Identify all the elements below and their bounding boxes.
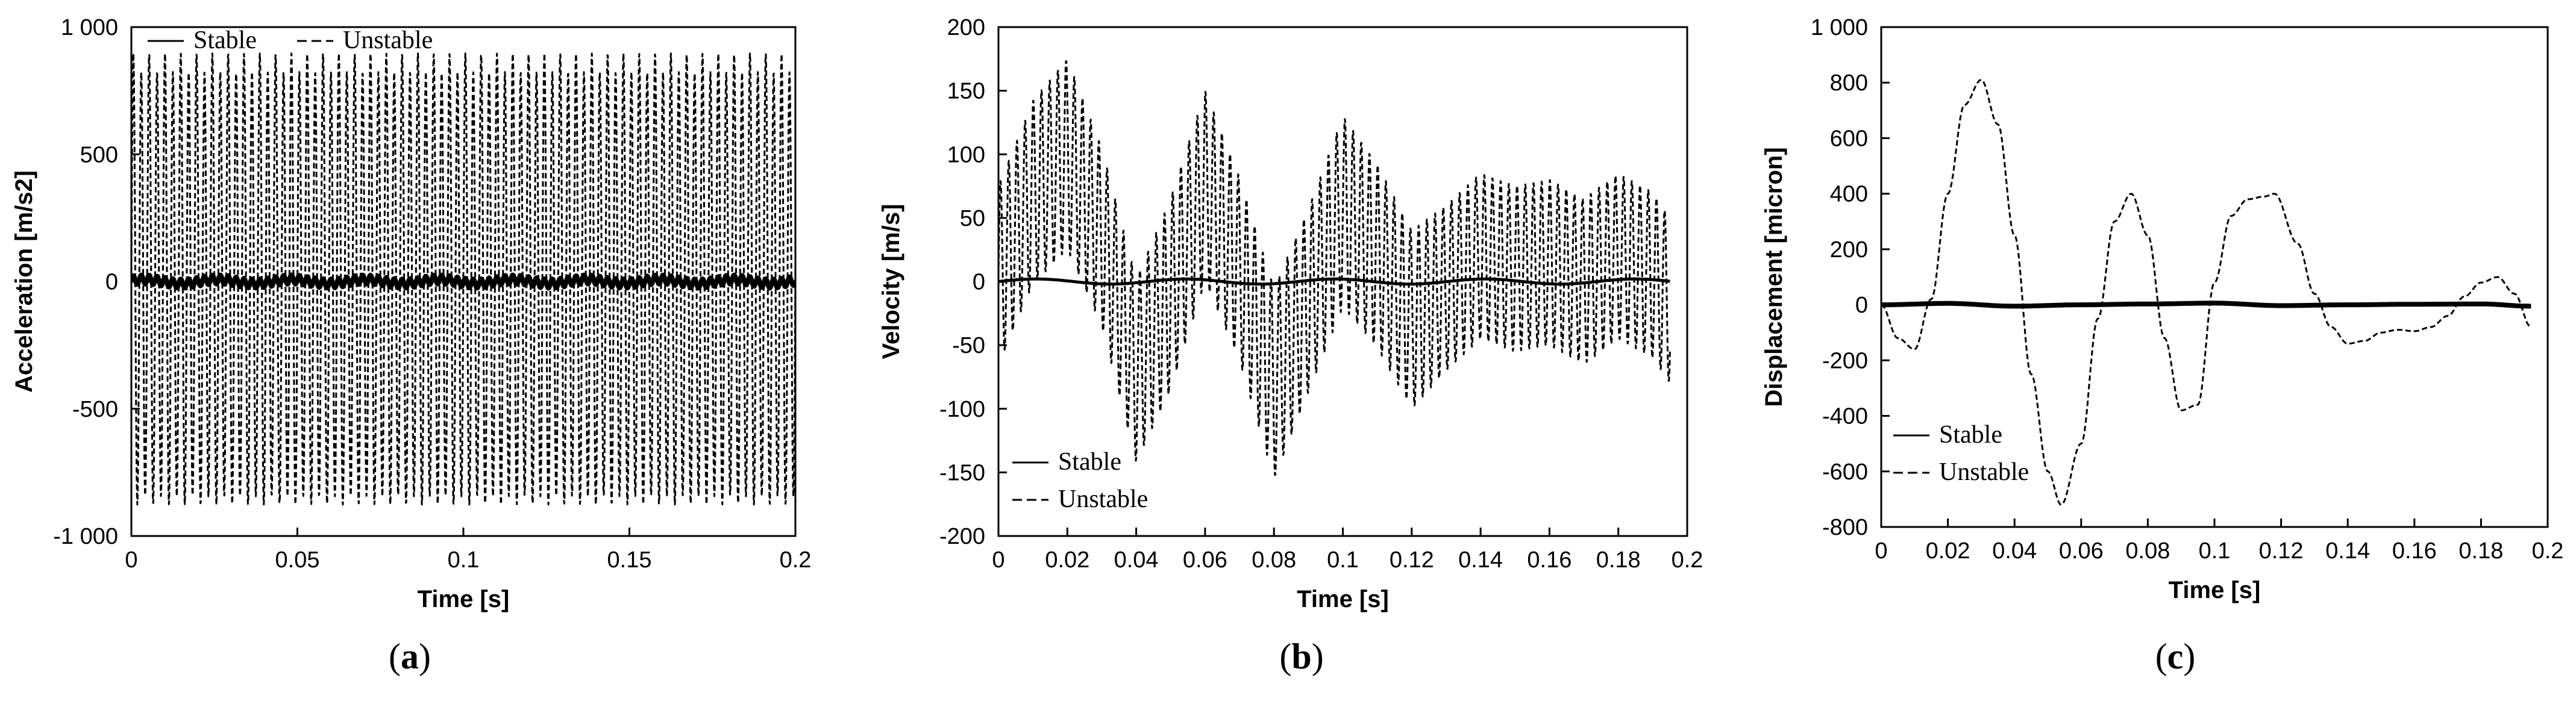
x-tick-label: 0.2 [2532, 538, 2564, 564]
legend: Stable Unstable [1893, 421, 2029, 486]
y-axis-label: Acceleration [m/s2] [11, 170, 37, 393]
legend-label-unstable: Unstable [1939, 458, 2029, 486]
series-line-unstable [998, 60, 1671, 476]
caption-close: ) [2183, 637, 2195, 676]
x-tick-label: 0.12 [1390, 547, 1434, 573]
plot-area [1881, 79, 2531, 506]
y-tick-label: -400 [1822, 404, 1868, 429]
y-tick-label: 1 000 [1811, 15, 1868, 40]
y-tick-label: 1 000 [61, 15, 118, 40]
x-tick-label: 0.15 [607, 547, 652, 573]
x-tick-label: 0.1 [1327, 547, 1359, 573]
caption-letter: b [1291, 637, 1311, 676]
y-tick-label: 50 [960, 206, 985, 231]
y-axis-label: Displacement [micron] [1761, 147, 1787, 407]
x-tick-label: 0.16 [1527, 547, 1572, 573]
y-tick-label: 0 [973, 270, 985, 295]
x-tick-label: 0 [1875, 538, 1887, 564]
x-tick-label: 0 [992, 547, 1004, 573]
x-tick-label: 0.12 [2259, 538, 2304, 564]
chart-panel-b: 0 0.02 0.04 0.06 0.08 0.1 0.12 0.14 0.16 0.18 0.2 -… [878, 15, 1703, 676]
y-tick-label: -800 [1822, 515, 1868, 540]
x-tick-label: 0.06 [2059, 538, 2104, 564]
series-line-stable [998, 277, 1671, 286]
y-tick-label: 0 [105, 270, 118, 295]
x-tick-label: 0.18 [2458, 538, 2503, 564]
x-axis-label: Time [s] [2169, 577, 2261, 603]
x-tick-label: 0.2 [1672, 547, 1703, 573]
panel-caption: (c) [2155, 637, 2196, 676]
x-tick-label: 0.02 [1045, 547, 1089, 573]
y-tick-label: -200 [939, 524, 985, 549]
caption-open: ( [389, 637, 401, 676]
y-tick-label: -600 [1822, 460, 1868, 485]
x-tick-label: 0.05 [275, 547, 320, 573]
panel-caption: (b) [1279, 637, 1323, 676]
y-tick-label: 400 [1830, 182, 1868, 207]
x-tick-label: 0.04 [1114, 547, 1159, 573]
x-tick-label: 0.2 [780, 547, 812, 573]
legend-label-stable: Stable [1058, 448, 1121, 476]
y-tick-label: -100 [939, 397, 985, 422]
x-tick-label: 0.02 [1926, 538, 1970, 564]
y-tick-label: 150 [947, 79, 985, 104]
x-tick-label: 0.08 [1252, 547, 1296, 573]
caption-letter: c [2167, 637, 2184, 676]
y-tick-label: -1 000 [53, 524, 118, 549]
legend: Stable Unstable [1012, 448, 1148, 513]
x-tick-label: 0.08 [2125, 538, 2170, 564]
y-tick-label: 200 [1830, 237, 1868, 263]
series-line-unstable [1881, 79, 2531, 506]
y-tick-label: -150 [939, 460, 985, 485]
plot-area [131, 52, 795, 506]
legend-label-unstable: Unstable [343, 26, 433, 54]
panel-caption: (a) [389, 637, 431, 676]
y-tick-label: 200 [947, 15, 985, 40]
caption-open: ( [1279, 637, 1291, 676]
x-tick-label: 0.14 [1458, 547, 1503, 573]
y-tick-label: 600 [1830, 126, 1868, 151]
y-axis-label: Velocity [m/s] [878, 204, 904, 360]
caption-close: ) [1312, 637, 1324, 676]
legend: Stable Unstable [148, 26, 433, 54]
caption-letter: a [401, 637, 419, 676]
x-axis-label: Time [s] [1297, 586, 1389, 612]
x-tick-label: 0.06 [1183, 547, 1227, 573]
x-tick-label: 0.1 [2199, 538, 2231, 564]
y-tick-label: 800 [1830, 70, 1868, 96]
legend-label-stable: Stable [193, 26, 257, 54]
chart-panel-a: 0 0.05 0.1 0.15 0.2 -1 000 -500 0 500 1 000 Time [… [11, 15, 811, 676]
legend-label-stable: Stable [1939, 421, 2002, 449]
y-tick-label: 500 [80, 142, 118, 167]
x-tick-label: 0.1 [448, 547, 480, 573]
x-tick-label: 0.14 [2325, 538, 2370, 564]
y-tick-label: 0 [1855, 293, 1868, 318]
y-tick-label: -200 [1822, 348, 1868, 373]
series-line-unstable [131, 52, 795, 506]
caption-open: ( [2155, 637, 2167, 676]
caption-close: ) [419, 637, 431, 676]
chart-panel-c: 0 0.02 0.04 0.06 0.08 0.1 0.12 0.14 0.16 0.18 0.2 -… [1761, 15, 2563, 676]
x-tick-label: 0.18 [1596, 547, 1641, 573]
y-tick-label: 100 [947, 142, 985, 167]
series-line-stable [131, 272, 795, 291]
series-line-stable [1881, 301, 2531, 309]
plot-frame [1880, 26, 2549, 528]
plot-area [998, 60, 1671, 476]
y-tick-label: -50 [952, 333, 985, 358]
x-tick-label: 0 [125, 547, 137, 573]
x-tick-label: 0.16 [2392, 538, 2437, 564]
x-axis-label: Time [s] [418, 586, 510, 612]
y-tick-label: -500 [72, 397, 118, 422]
x-tick-label: 0.04 [1992, 538, 2037, 564]
legend-label-unstable: Unstable [1058, 485, 1148, 513]
